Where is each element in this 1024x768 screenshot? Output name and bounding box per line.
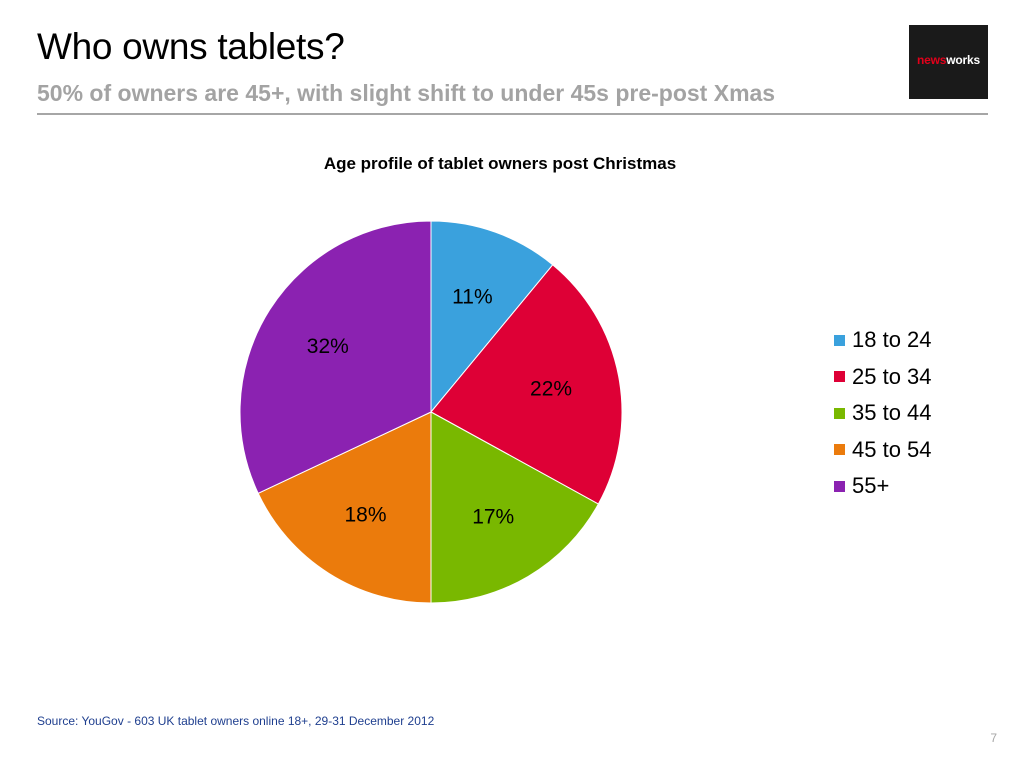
legend-label: 18 to 24 <box>852 327 932 353</box>
pie-slice-55 <box>239 220 432 494</box>
newsworks-logo: newsworks <box>909 25 988 99</box>
legend-item: 45 to 54 <box>834 432 932 469</box>
slide-subtitle: 50% of owners are 45+, with slight shift… <box>37 80 776 106</box>
legend-swatch <box>834 407 845 419</box>
title-divider <box>37 113 988 115</box>
legend-label: 45 to 54 <box>852 436 932 462</box>
page-number: 7 <box>990 731 997 745</box>
pie-slice-18-to-24 <box>430 220 554 414</box>
chart-title: Age profile of tablet owners post Christ… <box>323 154 677 173</box>
legend-item: 55+ <box>834 468 932 505</box>
pie-slice-45-to-54 <box>257 411 432 604</box>
legend-swatch <box>834 334 845 346</box>
slide-title: Who owns tablets? <box>37 26 345 67</box>
newsworks-logo-mark <box>909 25 988 99</box>
legend-swatch <box>834 480 845 492</box>
legend-swatch <box>834 444 845 456</box>
pie-labels: 11% 22% 17% 18% 32% <box>307 285 572 528</box>
pie-slices <box>239 220 623 604</box>
source-note: Source: YouGov - 603 UK tablet owners on… <box>37 714 435 728</box>
pie-slice-label: 18% <box>344 504 386 527</box>
legend-item: 35 to 44 <box>834 395 932 432</box>
pie-slice-25-to-34 <box>430 264 623 505</box>
pie-slice-label: 11% <box>452 285 492 308</box>
pie-slice-label: 32% <box>307 335 349 358</box>
legend-label: 25 to 34 <box>852 363 932 389</box>
legend-label: 35 to 44 <box>852 400 932 426</box>
legend-item: 25 to 34 <box>834 359 932 396</box>
legend-label: 55+ <box>852 473 890 499</box>
pie-slice-35-to-44 <box>430 411 600 604</box>
legend-item: 18 to 24 <box>834 322 932 359</box>
legend-swatch <box>834 371 845 383</box>
pie-slice-label: 22% <box>530 378 572 401</box>
logo-wordmark: newsworks <box>917 53 980 67</box>
chart-legend: 18 to 24 25 to 34 35 to 44 45 to 54 55+ <box>834 322 932 505</box>
pie-slice-label: 17% <box>472 506 514 529</box>
